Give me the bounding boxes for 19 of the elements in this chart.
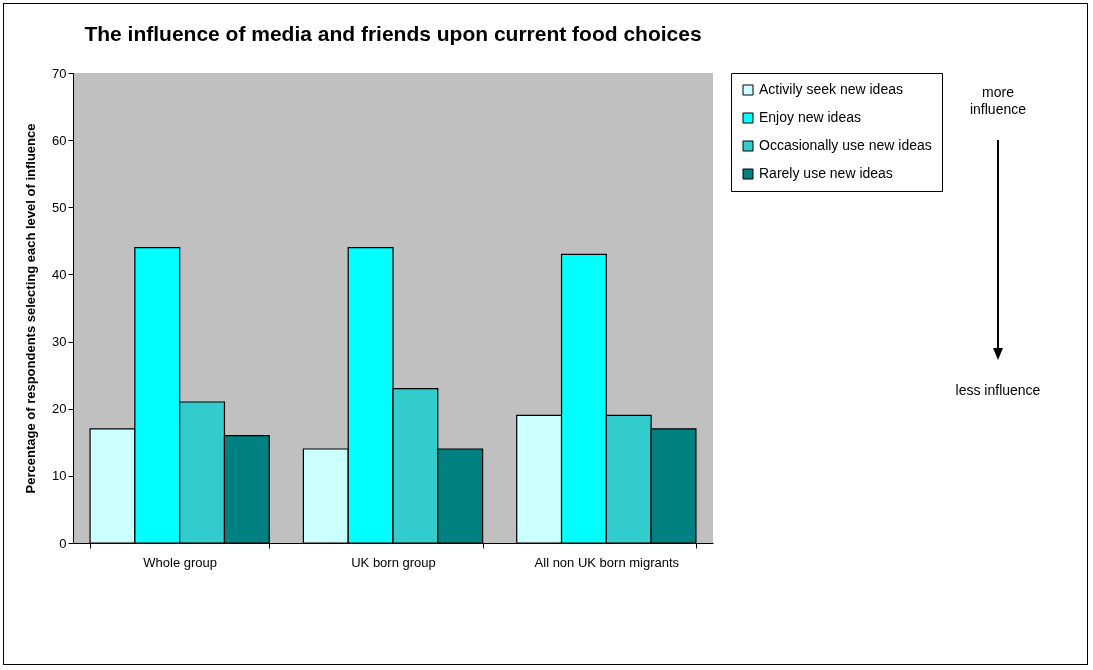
text: less influence (955, 382, 1041, 399)
legend-label: Activily seek new ideas (759, 81, 903, 97)
y-tick-label: 30 (52, 334, 67, 350)
legend-label: Rarely use new ideas (759, 165, 893, 181)
y-tick-label: 70 (52, 65, 67, 81)
y-tick-label: 40 (52, 266, 67, 282)
y-axis-title: Percentage of respondents selecting each level of influence (23, 123, 39, 494)
text: more influence (968, 84, 1027, 118)
x-tick-label: Whole group (143, 554, 218, 570)
y-tick-label: 0 (59, 535, 67, 551)
legend-label: Enjoy new ideas (759, 109, 861, 125)
x-tick-label: UK born group (351, 554, 436, 570)
chart-title: The influence of media and friends upon current food choices (84, 22, 702, 45)
y-tick-label: 20 (52, 401, 67, 417)
y-tick-label: 10 (52, 468, 67, 484)
y-tick-label: 50 (52, 199, 67, 215)
x-tick-label: All non UK born migrants (534, 554, 680, 570)
y-tick-label: 60 (52, 132, 67, 148)
legend-label: Occasionally use new ideas (759, 137, 932, 153)
